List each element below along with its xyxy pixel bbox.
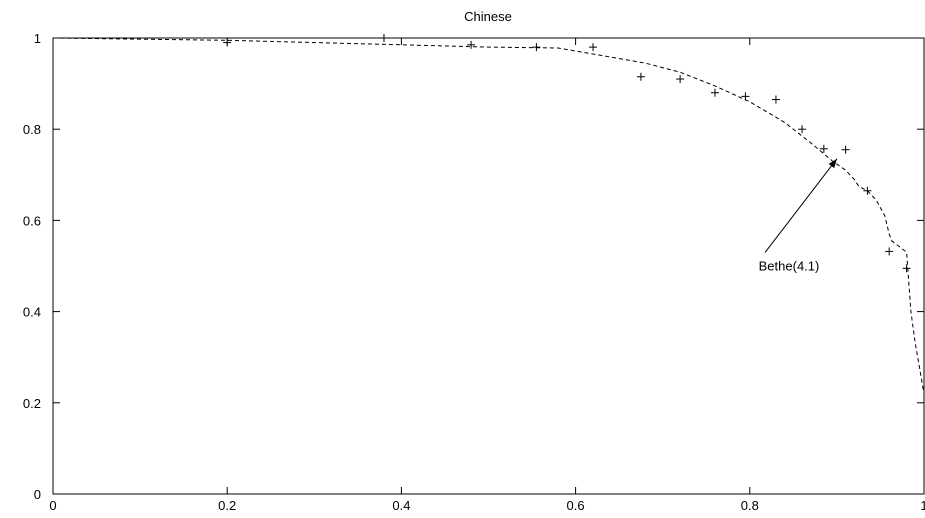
data-point-0: [223, 38, 232, 47]
x-tick-label-3: 0.6: [567, 498, 585, 513]
x-tick-label-5: 1: [920, 498, 925, 513]
bethe-curve: [52, 37, 925, 394]
data-point-3: [532, 43, 541, 52]
data-point-7: [710, 88, 719, 97]
data-point-5: [636, 72, 645, 81]
data-point-15: [902, 264, 911, 273]
x-tick-label-1: 0.2: [218, 498, 236, 513]
annotation-arrow: [764, 158, 838, 253]
x-tick-label-0: 0: [49, 498, 56, 513]
data-point-11: [819, 144, 828, 153]
y-tick-label-3: 0.6: [23, 213, 41, 228]
y-tick-label-4: 0.8: [23, 122, 41, 137]
y-tick-label-0: 0: [34, 487, 41, 502]
chart-title: Chinese: [464, 9, 512, 24]
y-tick-label-2: 0.4: [23, 305, 41, 320]
data-points: [223, 34, 911, 273]
data-point-4: [589, 43, 598, 52]
data-point-8: [741, 92, 750, 101]
data-point-9: [771, 95, 780, 104]
x-tick-label-2: 0.4: [392, 498, 410, 513]
data-point-14: [885, 247, 894, 256]
data-point-13: [863, 186, 872, 195]
axis-ticks: 0 0.2 0.4 0.6 0.8 1 0 0.2 0.4 0.6 0.8 1: [23, 31, 925, 513]
data-point-2: [467, 40, 476, 49]
annotation-label: Bethe(4.1): [759, 259, 820, 274]
data-point-6: [676, 75, 685, 84]
y-tick-label-1: 0.2: [23, 396, 41, 411]
plot-frame: [52, 37, 925, 495]
data-point-1: [379, 34, 388, 42]
y-tick-label-5: 1: [34, 31, 41, 46]
series-line-1: [52, 37, 925, 394]
annotation-arrowhead: [828, 158, 837, 169]
data-point-10: [798, 125, 807, 134]
x-tick-label-4: 0.8: [741, 498, 759, 513]
annotation: Bethe(4.1): [759, 158, 838, 274]
data-point-12: [841, 145, 850, 154]
